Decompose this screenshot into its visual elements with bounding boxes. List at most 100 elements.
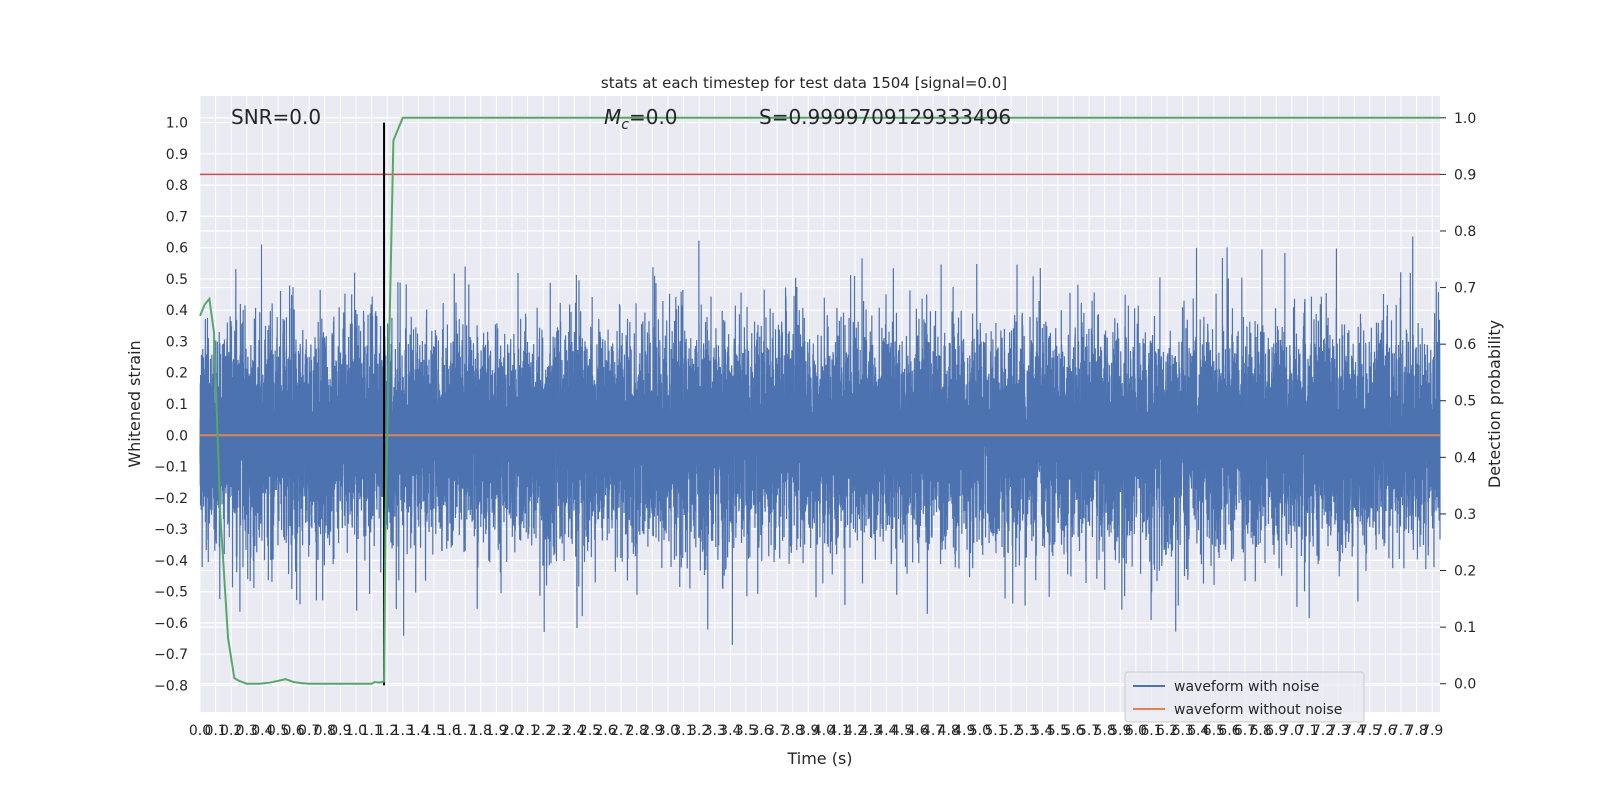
x-tick-label: 1.4 bbox=[407, 723, 429, 739]
x-tick-label: 2.5 bbox=[579, 723, 601, 739]
x-tick-label: 0.5 bbox=[267, 723, 289, 739]
x-tick-label: 3.6 bbox=[750, 723, 772, 739]
x-tick-label: 0.1 bbox=[204, 723, 226, 739]
right-y-axis-label: Detection probability bbox=[1485, 320, 1504, 488]
x-tick-label: 3.2 bbox=[688, 723, 710, 739]
x-tick-label: 6.1 bbox=[1140, 723, 1162, 739]
snr-annotation: SNR=0.0 bbox=[231, 105, 321, 129]
x-tick-label: 5.7 bbox=[1078, 723, 1100, 739]
x-tick-label: 7.4 bbox=[1343, 723, 1365, 739]
left-y-tick-label: 0.5 bbox=[166, 272, 188, 288]
x-tick-label: 6.3 bbox=[1172, 723, 1194, 739]
left-y-tick-label: 0.7 bbox=[166, 209, 188, 225]
x-tick-label: 6.7 bbox=[1234, 723, 1256, 739]
x-tick-label: 0.7 bbox=[298, 723, 320, 739]
x-tick-label: 5.3 bbox=[1016, 723, 1038, 739]
right-y-tick-label: 0.3 bbox=[1454, 507, 1476, 523]
x-tick-label: 7.6 bbox=[1374, 723, 1396, 739]
right-y-tick-label: 1.0 bbox=[1454, 111, 1476, 127]
legend: waveform with noise waveform without noi… bbox=[1124, 671, 1365, 723]
left-y-tick-label: −0.7 bbox=[154, 647, 188, 663]
x-tick-label: 7.1 bbox=[1296, 723, 1318, 739]
left-y-tick-label: 0.8 bbox=[166, 178, 188, 194]
x-tick-label: 6.4 bbox=[1187, 723, 1209, 739]
x-tick-label: 3.4 bbox=[719, 723, 741, 739]
left-y-tick-label: 0.4 bbox=[166, 303, 188, 319]
x-tick-label: 1.2 bbox=[376, 723, 398, 739]
left-y-tick-label: 1.0 bbox=[166, 116, 188, 132]
left-y-tick-label: 0.2 bbox=[166, 366, 188, 382]
right-y-tick-label: 0.6 bbox=[1454, 337, 1476, 353]
chart-title: stats at each timestep for test data 150… bbox=[601, 74, 1007, 92]
x-tick-label: 6.6 bbox=[1218, 723, 1240, 739]
right-y-tick-label: 0.4 bbox=[1454, 450, 1476, 466]
x-axis-label: Time (s) bbox=[786, 749, 852, 768]
legend-label-noise: waveform with noise bbox=[1174, 679, 1319, 695]
x-tick-label: 2.1 bbox=[516, 723, 538, 739]
left-y-tick-label: 0.1 bbox=[166, 397, 188, 413]
left-y-tick-label: −0.4 bbox=[154, 553, 188, 569]
left-y-tick-label: 0.0 bbox=[166, 428, 188, 444]
x-tick-label: 3.5 bbox=[735, 723, 757, 739]
x-tick-label: 0.9 bbox=[329, 723, 351, 739]
x-tick-label: 5.0 bbox=[969, 723, 991, 739]
left-y-tick-label: 0.3 bbox=[166, 334, 188, 350]
x-tick-label: 0.8 bbox=[314, 723, 336, 739]
x-tick-label: 1.5 bbox=[423, 723, 445, 739]
x-tick-label: 2.7 bbox=[610, 723, 632, 739]
x-tick-label: 1.6 bbox=[438, 723, 460, 739]
x-tick-label: 3.3 bbox=[704, 723, 726, 739]
x-tick-label: 7.9 bbox=[1421, 723, 1443, 739]
x-tick-label: 5.6 bbox=[1062, 723, 1084, 739]
x-tick-label: 4.8 bbox=[938, 723, 960, 739]
x-tick-label: 2.4 bbox=[563, 723, 585, 739]
x-tick-label: 2.6 bbox=[594, 723, 616, 739]
left-y-tick-label: 0.6 bbox=[166, 241, 188, 257]
x-tick-label: 1.1 bbox=[360, 723, 382, 739]
x-tick-label: 1.3 bbox=[392, 723, 414, 739]
x-tick-label: 4.6 bbox=[906, 723, 928, 739]
x-tick-label: 7.3 bbox=[1327, 723, 1349, 739]
statistic-annotation: S=0.9999709129333496 bbox=[759, 105, 1011, 129]
right-y-tick-label: 0.5 bbox=[1454, 394, 1476, 410]
x-tick-label: 6.9 bbox=[1265, 723, 1287, 739]
legend-frame bbox=[1124, 671, 1365, 723]
x-tick-label: 2.8 bbox=[626, 723, 648, 739]
x-tick-label: 1.9 bbox=[485, 723, 507, 739]
right-y-tick-label: 0.1 bbox=[1454, 620, 1476, 636]
legend-label-clean: waveform without noise bbox=[1174, 702, 1342, 718]
x-tick-label: 1.7 bbox=[454, 723, 476, 739]
left-y-tick-label: −0.5 bbox=[154, 585, 188, 601]
x-tick-label: 4.5 bbox=[891, 723, 913, 739]
x-tick-label: 4.7 bbox=[922, 723, 944, 739]
x-tick-label: 7.0 bbox=[1281, 723, 1303, 739]
x-tick-label: 4.3 bbox=[860, 723, 882, 739]
x-tick-label: 0.6 bbox=[282, 723, 304, 739]
x-tick-label: 3.0 bbox=[657, 723, 679, 739]
x-tick-label: 5.8 bbox=[1094, 723, 1116, 739]
x-tick-label: 6.0 bbox=[1125, 723, 1147, 739]
series-waveform-with-noise bbox=[199, 236, 1441, 645]
x-tick-label: 4.4 bbox=[875, 723, 897, 739]
x-tick-label: 7.7 bbox=[1390, 723, 1412, 739]
x-tick-labels: 0.00.10.20.30.40.50.60.70.80.91.01.11.21… bbox=[189, 723, 1443, 739]
right-y-tick-label: 0.2 bbox=[1454, 564, 1476, 580]
right-y-tick-label: 0.9 bbox=[1454, 167, 1476, 183]
x-tick-label: 0.0 bbox=[189, 723, 211, 739]
x-tick-label: 0.2 bbox=[220, 723, 242, 739]
x-tick-label: 4.9 bbox=[953, 723, 975, 739]
chirp-mass-annotation: Mc=0.0 bbox=[604, 105, 678, 133]
left-y-tick-labels: 1.0 0.9 0.8 0.7 0.6 0.5 0.4 0.3 0.2 0.1 0.0 −0.1 −0.… bbox=[154, 116, 188, 695]
x-tick-label: 6.2 bbox=[1156, 723, 1178, 739]
x-tick-label: 2.9 bbox=[641, 723, 663, 739]
x-tick-label: 5.4 bbox=[1031, 723, 1053, 739]
x-tick-label: 4.0 bbox=[813, 723, 835, 739]
x-tick-label: 5.5 bbox=[1047, 723, 1069, 739]
x-tick-label: 4.1 bbox=[828, 723, 850, 739]
x-tick-label: 1.0 bbox=[345, 723, 367, 739]
left-y-tick-label: −0.1 bbox=[154, 460, 188, 476]
right-y-tick-label: 0.0 bbox=[1454, 677, 1476, 693]
x-tick-label: 3.8 bbox=[782, 723, 804, 739]
x-tick-label: 3.1 bbox=[672, 723, 694, 739]
